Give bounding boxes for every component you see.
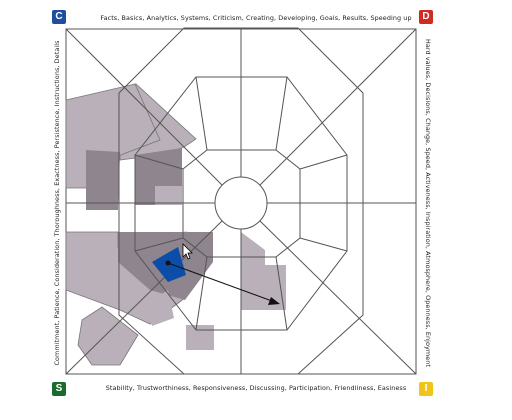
edge-label-top: Facts, Basics, Analytics, Systems, Criti…: [100, 14, 412, 22]
spoke-se: [259, 220, 417, 375]
shade-s-small-1: [145, 290, 174, 326]
spoke-sse: [275, 256, 288, 331]
spoke-wnw: [134, 154, 184, 170]
drag-arrow: [165, 260, 280, 305]
shade-c-inner: [86, 150, 120, 210]
spoke-nne: [275, 76, 288, 151]
spoke-ese: [299, 237, 348, 252]
corner-badge-c: C: [52, 10, 66, 24]
shaded-area-s: [65, 231, 214, 366]
corner-badge-d: D: [419, 10, 433, 24]
arrow-head: [268, 297, 280, 305]
spoke-ene: [299, 154, 348, 170]
arrow-line: [167, 262, 273, 302]
spoke-nnw: [195, 76, 208, 151]
spoke-nw: [65, 28, 223, 186]
spoke-sw: [65, 220, 223, 375]
center-circle: [214, 176, 268, 230]
shade-c-small: [155, 186, 182, 205]
arrow-origin-dot: [165, 260, 171, 266]
outer-octagon: [118, 27, 364, 375]
shade-s-outer-bottom: [77, 306, 139, 366]
edge-label-left: Commitment, Patience, Consideration, Tho…: [53, 40, 61, 366]
spoke-wsw: [134, 237, 184, 252]
edge-label-bottom: Stability, Trustworthiness, Responsivene…: [105, 384, 407, 392]
spoke-ssw: [195, 256, 208, 331]
spoke-ne: [259, 28, 417, 186]
wheel-outlines: [65, 27, 417, 375]
edge-label-right: Hard values, Decisions, Change, Speed, A…: [424, 38, 432, 368]
shade-s-small-2: [186, 325, 214, 350]
shade-c-sector: [135, 148, 182, 205]
mouse-cursor-icon: [182, 243, 193, 260]
shaded-area-c: [65, 83, 197, 210]
corner-badge-s: S: [52, 382, 66, 396]
corner-badge-i: I: [419, 382, 433, 396]
